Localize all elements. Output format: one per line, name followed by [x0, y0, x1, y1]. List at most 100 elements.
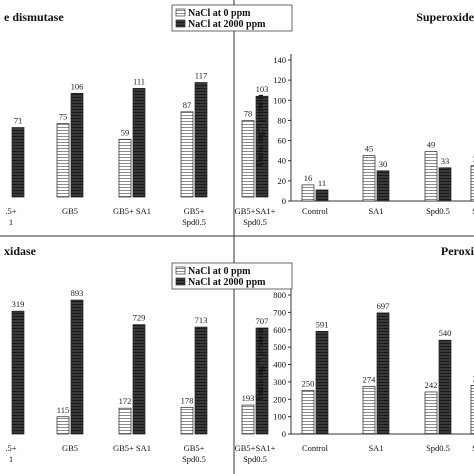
bar-nacl-0 — [470, 385, 474, 435]
legend-swatch — [175, 8, 186, 17]
bar-nacl-2000 — [255, 327, 269, 435]
x-category-label: GB5 — [62, 443, 78, 453]
y-tick-label: 20 — [278, 176, 287, 186]
chart-title: xidase — [4, 244, 37, 258]
chart-panel-2: Superoxide 0 20 40 60 80 100 120 140 Units mg⁻¹ p… — [255, 10, 474, 216]
x-category-label: 1 — [9, 217, 13, 227]
data-label: 103 — [256, 84, 269, 94]
bar-nacl-2000 — [70, 92, 84, 198]
chart-panel-4: Peroxi 0 100 200 300 400 500 600 700 800 Units mg⁻… — [255, 244, 474, 453]
x-category-label: Control — [302, 206, 329, 216]
legend-frame — [171, 262, 293, 290]
y-tick-label: 60 — [278, 136, 287, 146]
bar-nacl-2000 — [70, 299, 84, 435]
bar-nacl-0 — [362, 155, 376, 202]
data-label: 591 — [316, 319, 329, 329]
y-tick-label: 120 — [273, 75, 286, 85]
data-label: 540 — [439, 328, 452, 338]
bar-nacl-0 — [56, 416, 70, 435]
x-category-label: Spd0.5 — [472, 443, 474, 453]
y-tick-label: 800 — [273, 290, 286, 300]
bar-nacl-0 — [180, 111, 194, 198]
x-category-label: Spd0.5 — [472, 206, 474, 216]
x-category-label: Spd0.5 — [243, 454, 267, 464]
bar-nacl-2000 — [315, 189, 329, 202]
x-category-label: SA1 — [368, 206, 383, 216]
data-label: 71 — [14, 116, 23, 126]
data-label: 274 — [363, 374, 377, 384]
x-category-label: GB5+ SA1 — [113, 206, 151, 216]
legend-frame — [171, 4, 293, 32]
data-label: 729 — [133, 313, 146, 323]
legend-entry: NaCl at 0 ppm — [188, 266, 251, 277]
data-label: 59 — [121, 127, 130, 137]
bar-nacl-0 — [424, 151, 438, 202]
x-category-label: Spd0.5 — [426, 443, 450, 453]
bar-nacl-2000 — [132, 324, 146, 435]
y-tick-label: 80 — [278, 115, 287, 125]
chart-title: e dismutase — [4, 10, 64, 24]
bar-nacl-2000 — [255, 95, 269, 198]
x-category-label: Spd0.5 — [182, 217, 206, 227]
y-axis-label: Units mg⁻¹ protein — [255, 94, 265, 166]
data-label: 319 — [12, 299, 25, 309]
data-label: 250 — [302, 379, 315, 389]
x-category-label: GB5+ — [184, 443, 205, 453]
bar-nacl-0 — [301, 390, 315, 435]
bar-nacl-2000 — [194, 326, 208, 435]
x-category-label: Spd0.5 — [243, 217, 267, 227]
y-tick-label: 100 — [273, 412, 286, 422]
data-label: 87 — [183, 100, 192, 110]
x-category-label: GB5+ SA1 — [113, 443, 151, 453]
data-label: 106 — [71, 81, 84, 91]
x-category-label: Spd0.5 — [182, 454, 206, 464]
data-label: 11 — [318, 178, 326, 188]
bar-nacl-0 — [241, 404, 255, 435]
x-category-label: GB5+SA1+ — [235, 443, 276, 453]
y-tick-label: 700 — [273, 307, 286, 317]
data-label: 16 — [304, 173, 313, 183]
legend-entry: NaCl at 0 ppm — [188, 8, 251, 19]
data-label: 893 — [71, 288, 84, 298]
bar-nacl-2000 — [438, 339, 452, 435]
bar-nacl-0 — [180, 406, 194, 435]
y-tick-label: 0 — [282, 429, 286, 439]
y-tick-label: 40 — [278, 156, 287, 166]
bar-nacl-0 — [118, 138, 132, 198]
bar-nacl-2000 — [315, 330, 329, 435]
bar-nacl-0 — [56, 123, 70, 198]
chart-title: Superoxide — [416, 10, 474, 24]
x-category-label: GB5+SA1+ — [235, 206, 276, 216]
data-label: 30 — [379, 159, 388, 169]
data-label: 111 — [133, 76, 145, 86]
data-label: 45 — [365, 144, 374, 154]
data-label: 242 — [425, 380, 438, 390]
data-label: 78 — [244, 109, 253, 119]
y-tick-label: 0 — [282, 196, 286, 206]
data-label: 172 — [119, 396, 132, 406]
data-label: 117 — [195, 71, 207, 81]
x-category-label: .5+ — [5, 206, 16, 216]
bar-nacl-2000 — [11, 127, 25, 198]
bar-nacl-2000 — [438, 167, 452, 202]
chart-title: Peroxi — [441, 244, 474, 258]
data-label: 178 — [181, 395, 194, 405]
bar-nacl-2000 — [11, 310, 25, 435]
y-tick-label: 140 — [273, 55, 286, 65]
data-label: 75 — [59, 112, 68, 122]
data-label: 28 — [473, 373, 474, 383]
bar-nacl-0 — [241, 120, 255, 198]
bar-nacl-0 — [301, 184, 315, 202]
bar-nacl-2000 — [376, 312, 390, 435]
y-tick-label: 300 — [273, 377, 286, 387]
x-category-label: .5+ — [5, 443, 16, 453]
y-tick-label: 600 — [273, 325, 286, 335]
data-label: 115 — [57, 405, 69, 415]
y-axis-label: Units mg⁻¹ protein — [255, 328, 265, 400]
x-category-label: Control — [302, 443, 329, 453]
y-tick-label: 500 — [273, 342, 286, 352]
